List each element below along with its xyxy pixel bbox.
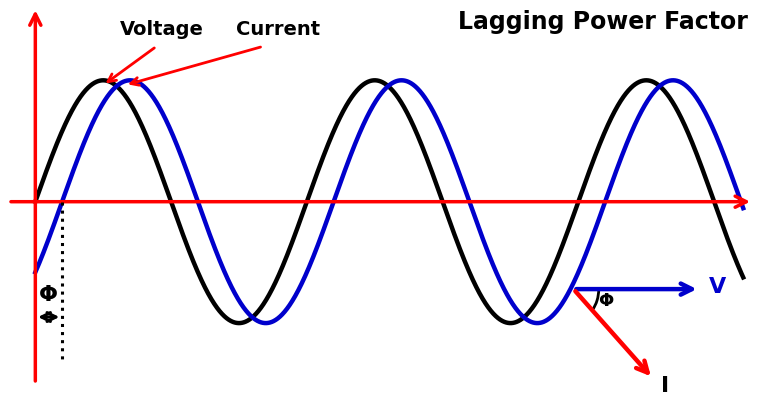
Text: Φ: Φ	[598, 292, 613, 310]
Text: Voltage: Voltage	[119, 20, 203, 39]
Text: V: V	[709, 277, 727, 297]
Text: I: I	[661, 376, 668, 396]
Text: Φ: Φ	[39, 285, 58, 305]
Text: Current: Current	[235, 20, 320, 39]
Text: Lagging Power Factor: Lagging Power Factor	[458, 10, 748, 34]
